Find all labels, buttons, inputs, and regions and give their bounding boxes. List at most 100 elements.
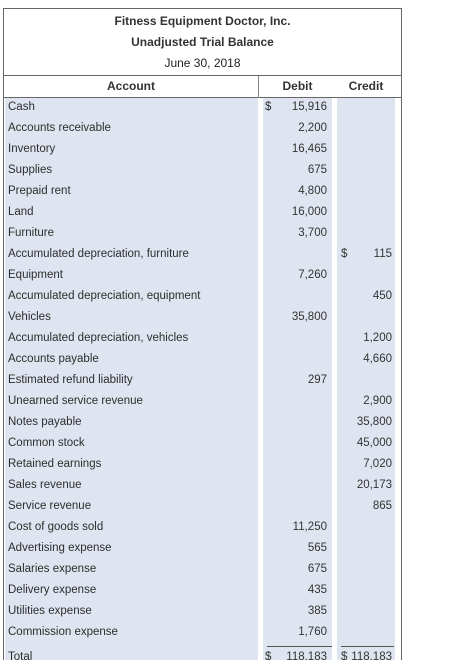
credit-column-header: Credit — [348, 79, 384, 93]
subtotal-underline — [267, 646, 332, 647]
table-row: Retained earnings 7,020 — [4, 455, 401, 476]
table-row: Common stock 45,000 — [4, 434, 401, 455]
debit-total: 118,183 — [286, 651, 327, 660]
account-name: Accumulated depreciation, furniture — [8, 248, 189, 260]
table-row: Accumulated depreciation, vehicles 1,200 — [4, 329, 401, 350]
debit-dollar-sign: $ — [265, 101, 272, 113]
account-name: Service revenue — [8, 500, 92, 512]
table-body: Cash $15,916 Accounts receivable 2,200 Inven… — [4, 98, 401, 660]
debit-amount: 385 — [307, 605, 327, 617]
table-row: Accounts payable 4,660 — [4, 350, 401, 371]
debit-dollar-sign: $ — [265, 651, 272, 660]
table-row: Accumulated depreciation, equipment 450 — [4, 287, 401, 308]
credit-amount: 4,660 — [363, 353, 392, 365]
account-name: Accounts payable — [8, 353, 99, 365]
account-name: Accumulated depreciation, equipment — [8, 290, 201, 302]
credit-amount: 2,900 — [363, 395, 392, 407]
account-name: Common stock — [8, 437, 85, 449]
debit-amount: 297 — [307, 374, 327, 386]
debit-amount: 2,200 — [298, 122, 327, 134]
table-row: Service revenue 865 — [4, 497, 401, 518]
account-column-shading — [5, 98, 258, 660]
credit-amount: 450 — [372, 290, 392, 302]
credit-total: 118,183 — [351, 651, 392, 660]
credit-amount: 115 — [373, 248, 392, 260]
table-row: Delivery expense 435 — [4, 581, 401, 602]
account-name: Vehicles — [8, 311, 51, 323]
credit-amount: 865 — [372, 500, 392, 512]
account-name: Inventory — [8, 143, 56, 155]
table-row: Estimated refund liability 297 — [4, 371, 401, 392]
account-name: Unearned service revenue — [8, 395, 143, 407]
debit-amount: 435 — [307, 584, 327, 596]
table-row: Prepaid rent 4,800 — [4, 182, 401, 203]
table-row: Commission expense 1,760 — [4, 623, 401, 644]
credit-amount: 45,000 — [356, 437, 392, 449]
debit-amount: 675 — [307, 164, 327, 176]
table-row: Cost of goods sold 11,250 — [4, 518, 401, 539]
debit-amount: 3,700 — [298, 227, 327, 239]
account-name: Accounts receivable — [8, 122, 111, 134]
debit-amount: 35,800 — [291, 311, 327, 323]
debit-amount: 675 — [307, 563, 327, 575]
subtotal-underline — [341, 646, 394, 647]
credit-amount: 35,800 — [356, 416, 392, 428]
debit-column-header: Debit — [282, 79, 313, 93]
debit-amount: 1,760 — [298, 626, 327, 638]
account-name: Notes payable — [8, 416, 82, 428]
debit-amount: 16,000 — [291, 206, 327, 218]
account-name: Commission expense — [8, 626, 118, 638]
account-name: Salaries expense — [8, 563, 97, 575]
table-row: Cash $15,916 — [4, 98, 401, 119]
trial-balance-table: Fitness Equipment Doctor, Inc. Unadjuste… — [3, 8, 402, 660]
account-name: Prepaid rent — [8, 185, 71, 197]
account-name: Advertising expense — [8, 542, 112, 554]
account-name: Land — [8, 206, 34, 218]
credit-dollar-sign: $ — [341, 651, 348, 660]
totals-label: Total — [8, 651, 33, 660]
report-title: Unadjusted Trial Balance — [131, 35, 274, 49]
credit-amount: 20,173 — [356, 479, 392, 491]
debit-amount: 11,250 — [292, 521, 327, 533]
account-name: Supplies — [8, 164, 53, 176]
account-name: Delivery expense — [8, 584, 97, 596]
account-name: Estimated refund liability — [8, 374, 133, 386]
debit-amount: 7,260 — [298, 269, 327, 281]
totals-row: Total $118,183 $118,183 — [4, 648, 401, 660]
column-headers: Account Debit Credit — [4, 75, 401, 98]
report-header: Fitness Equipment Doctor, Inc. Unadjuste… — [4, 11, 401, 74]
credit-column-shading — [337, 98, 395, 660]
table-row: Notes payable 35,800 — [4, 413, 401, 434]
table-row: Salaries expense 675 — [4, 560, 401, 581]
table-row: Accumulated depreciation, furniture $115 — [4, 245, 401, 266]
account-column-header: Account — [4, 76, 259, 98]
debit-amount: 16,465 — [291, 143, 327, 155]
account-name: Utilities expense — [8, 605, 92, 617]
table-row: Furniture 3,700 — [4, 224, 401, 245]
table-row: Vehicles 35,800 — [4, 308, 401, 329]
table-row: Sales revenue 20,173 — [4, 476, 401, 497]
table-row: Accounts receivable 2,200 — [4, 119, 401, 140]
table-row: Utilities expense 385 — [4, 602, 401, 623]
table-row: Advertising expense 565 — [4, 539, 401, 560]
credit-amount: 1,200 — [363, 332, 392, 344]
account-name: Equipment — [8, 269, 63, 281]
table-row: Supplies 675 — [4, 161, 401, 182]
debit-amount: 15,916 — [291, 101, 327, 113]
account-name: Sales revenue — [8, 479, 82, 491]
account-name: Cost of goods sold — [8, 521, 104, 533]
account-name: Cash — [8, 101, 35, 113]
debit-amount: 4,800 — [298, 185, 327, 197]
table-row: Equipment 7,260 — [4, 266, 401, 287]
credit-dollar-sign: $ — [341, 248, 348, 260]
debit-amount: 565 — [307, 542, 327, 554]
credit-amount: 7,020 — [363, 458, 392, 470]
table-row: Unearned service revenue 2,900 — [4, 392, 401, 413]
table-row: Inventory 16,465 — [4, 140, 401, 161]
account-name: Retained earnings — [8, 458, 102, 470]
account-name: Furniture — [8, 227, 55, 239]
debit-column-shading — [263, 98, 332, 660]
table-row: Land 16,000 — [4, 203, 401, 224]
report-date: June 30, 2018 — [164, 56, 241, 70]
account-name: Accumulated depreciation, vehicles — [8, 332, 189, 344]
